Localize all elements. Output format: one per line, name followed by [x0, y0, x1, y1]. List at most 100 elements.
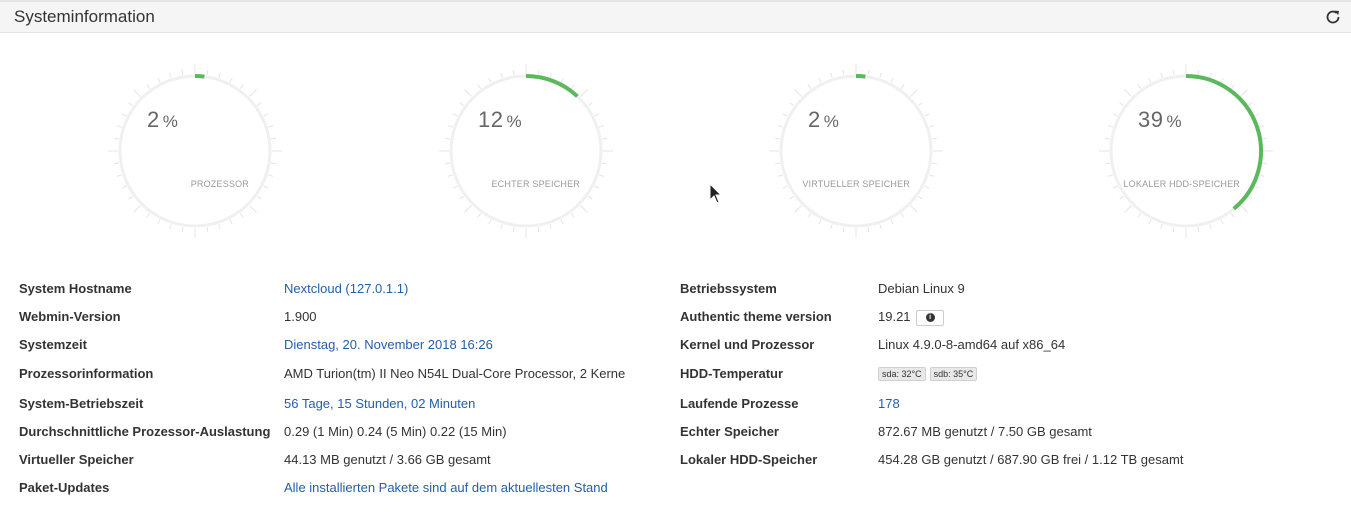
gauge-tick — [794, 205, 802, 213]
gauge-tick — [447, 125, 453, 128]
gauge-tick — [133, 205, 141, 213]
gauge-tick — [263, 113, 269, 117]
gauge-tick — [537, 69, 540, 76]
gauge-tick — [263, 185, 269, 189]
gauge-tick — [1220, 219, 1224, 225]
gauge-tick — [807, 84, 812, 89]
gauge-tick — [133, 89, 141, 97]
gauge-tick — [1259, 125, 1265, 128]
gauge-tick — [268, 174, 274, 177]
row-label: Echter Speicher — [680, 424, 779, 439]
gauge-tick — [181, 69, 184, 76]
gauge-tick — [549, 72, 552, 78]
gauge-tick — [181, 226, 184, 233]
gauge-tick — [601, 137, 608, 140]
row-value: 0.29 (1 Min) 0.24 (5 Min) 0.22 (15 Min) — [284, 424, 507, 439]
gauge-tick — [774, 162, 781, 165]
gauge-tick — [206, 226, 209, 233]
row-value: 19.21 i — [878, 309, 944, 326]
gauge-tick — [929, 174, 935, 177]
gauge-tick — [1148, 77, 1152, 83]
gauge-tick — [879, 72, 882, 78]
gauge-tick — [818, 219, 822, 225]
gauge-tick — [588, 102, 593, 107]
row-value: 1.900 — [284, 309, 317, 324]
hdd-temp-badge: sda: 32°C — [878, 366, 926, 381]
gauge-tick — [157, 219, 161, 225]
gauge-tick — [1112, 185, 1118, 189]
gauge-tick — [464, 89, 472, 97]
gauge-tick — [1261, 162, 1268, 165]
gauge-tick — [1137, 213, 1142, 218]
gauge-tick — [1137, 84, 1142, 89]
gauge-tick — [818, 77, 822, 83]
theme-version: 19.21 — [878, 309, 911, 324]
gauge-tick — [910, 89, 918, 97]
row-label: Kernel und Prozessor — [680, 337, 815, 352]
gauge-echter-speicher: 12% ECHTER SPEICHER — [436, 63, 616, 243]
gauge-tick — [218, 224, 221, 230]
gauge-tick — [116, 125, 122, 128]
gauge-tick — [830, 72, 833, 78]
gauge-tick — [1119, 195, 1124, 200]
gauge-tick — [257, 195, 262, 200]
gauge-tick — [459, 195, 464, 200]
row-value: 872.67 MB genutzt / 7.50 GB gesamt — [878, 424, 1092, 439]
gauge-tick — [924, 185, 930, 189]
row-label: Paket-Updates — [19, 480, 110, 495]
uptime-link[interactable]: 56 Tage, 15 Stunden, 02 Minuten — [284, 396, 476, 411]
gauge-tick — [500, 72, 503, 78]
gauge-tick — [113, 162, 120, 165]
gauge-tick — [121, 113, 127, 117]
gauge-tick — [599, 174, 605, 177]
info-icon[interactable]: i — [915, 309, 944, 326]
gauge-tick — [157, 77, 161, 83]
gauge-dial — [1099, 64, 1273, 238]
gauge-tick — [239, 84, 244, 89]
row-label: System Hostname — [19, 281, 132, 296]
gauge-tick — [113, 137, 120, 140]
row-value: 44.13 MB genutzt / 3.66 GB gesamt — [284, 452, 491, 467]
gauge-tick — [910, 205, 918, 213]
gauge-tick — [249, 205, 257, 213]
gauge-arc — [525, 74, 579, 98]
gauge-tick — [1172, 69, 1175, 76]
gauge-track — [449, 74, 603, 228]
gauge-tick — [570, 213, 575, 218]
gauge-tick — [1124, 205, 1132, 213]
gauge-arc — [194, 74, 205, 79]
systemzeit-link[interactable]: Dienstag, 20. November 2018 16:26 — [284, 337, 493, 352]
gauge-tick — [249, 89, 257, 97]
gauge-tick — [830, 224, 833, 230]
gauge-tick — [477, 84, 482, 89]
row-label: Laufende Prozesse — [680, 396, 799, 411]
gauge-value: 39% — [1138, 107, 1183, 132]
gauge-tick — [842, 69, 845, 76]
row-value: 454.28 GB genutzt / 687.90 GB frei / 1.1… — [878, 452, 1184, 467]
gauge-tick — [879, 224, 882, 230]
gauge-tick — [588, 195, 593, 200]
gauge-tick — [1209, 224, 1212, 230]
gauge-tick — [1197, 69, 1200, 76]
processes-link[interactable]: 178 — [878, 396, 900, 411]
gauge-tick — [128, 195, 133, 200]
refresh-icon[interactable] — [1324, 8, 1342, 26]
package-updates-link[interactable]: Alle installierten Pakete sind auf dem a… — [284, 480, 608, 495]
gauge-tick — [789, 195, 794, 200]
gauge-tick — [1248, 102, 1253, 107]
hostname-link[interactable]: Nextcloud (127.0.1.1) — [284, 281, 409, 296]
gauge-tick — [1119, 102, 1124, 107]
gauge-tick — [169, 224, 172, 230]
gauge-tick — [570, 84, 575, 89]
gauge-tick — [560, 219, 564, 225]
gauge-tick — [929, 125, 935, 128]
gauge-tick — [900, 84, 905, 89]
panel-header: Systeminformation — [0, 0, 1351, 33]
gauge-tick — [146, 84, 151, 89]
gauge-tick — [218, 72, 221, 78]
gauge-tick — [1197, 226, 1200, 233]
gauge-arc — [1185, 74, 1263, 211]
row-value: sda: 32°C sdb: 35°C — [878, 365, 981, 381]
row-value: Linux 4.9.0-8-amd64 auf x86_64 — [878, 337, 1066, 352]
gauge-value: 12% — [478, 107, 523, 132]
